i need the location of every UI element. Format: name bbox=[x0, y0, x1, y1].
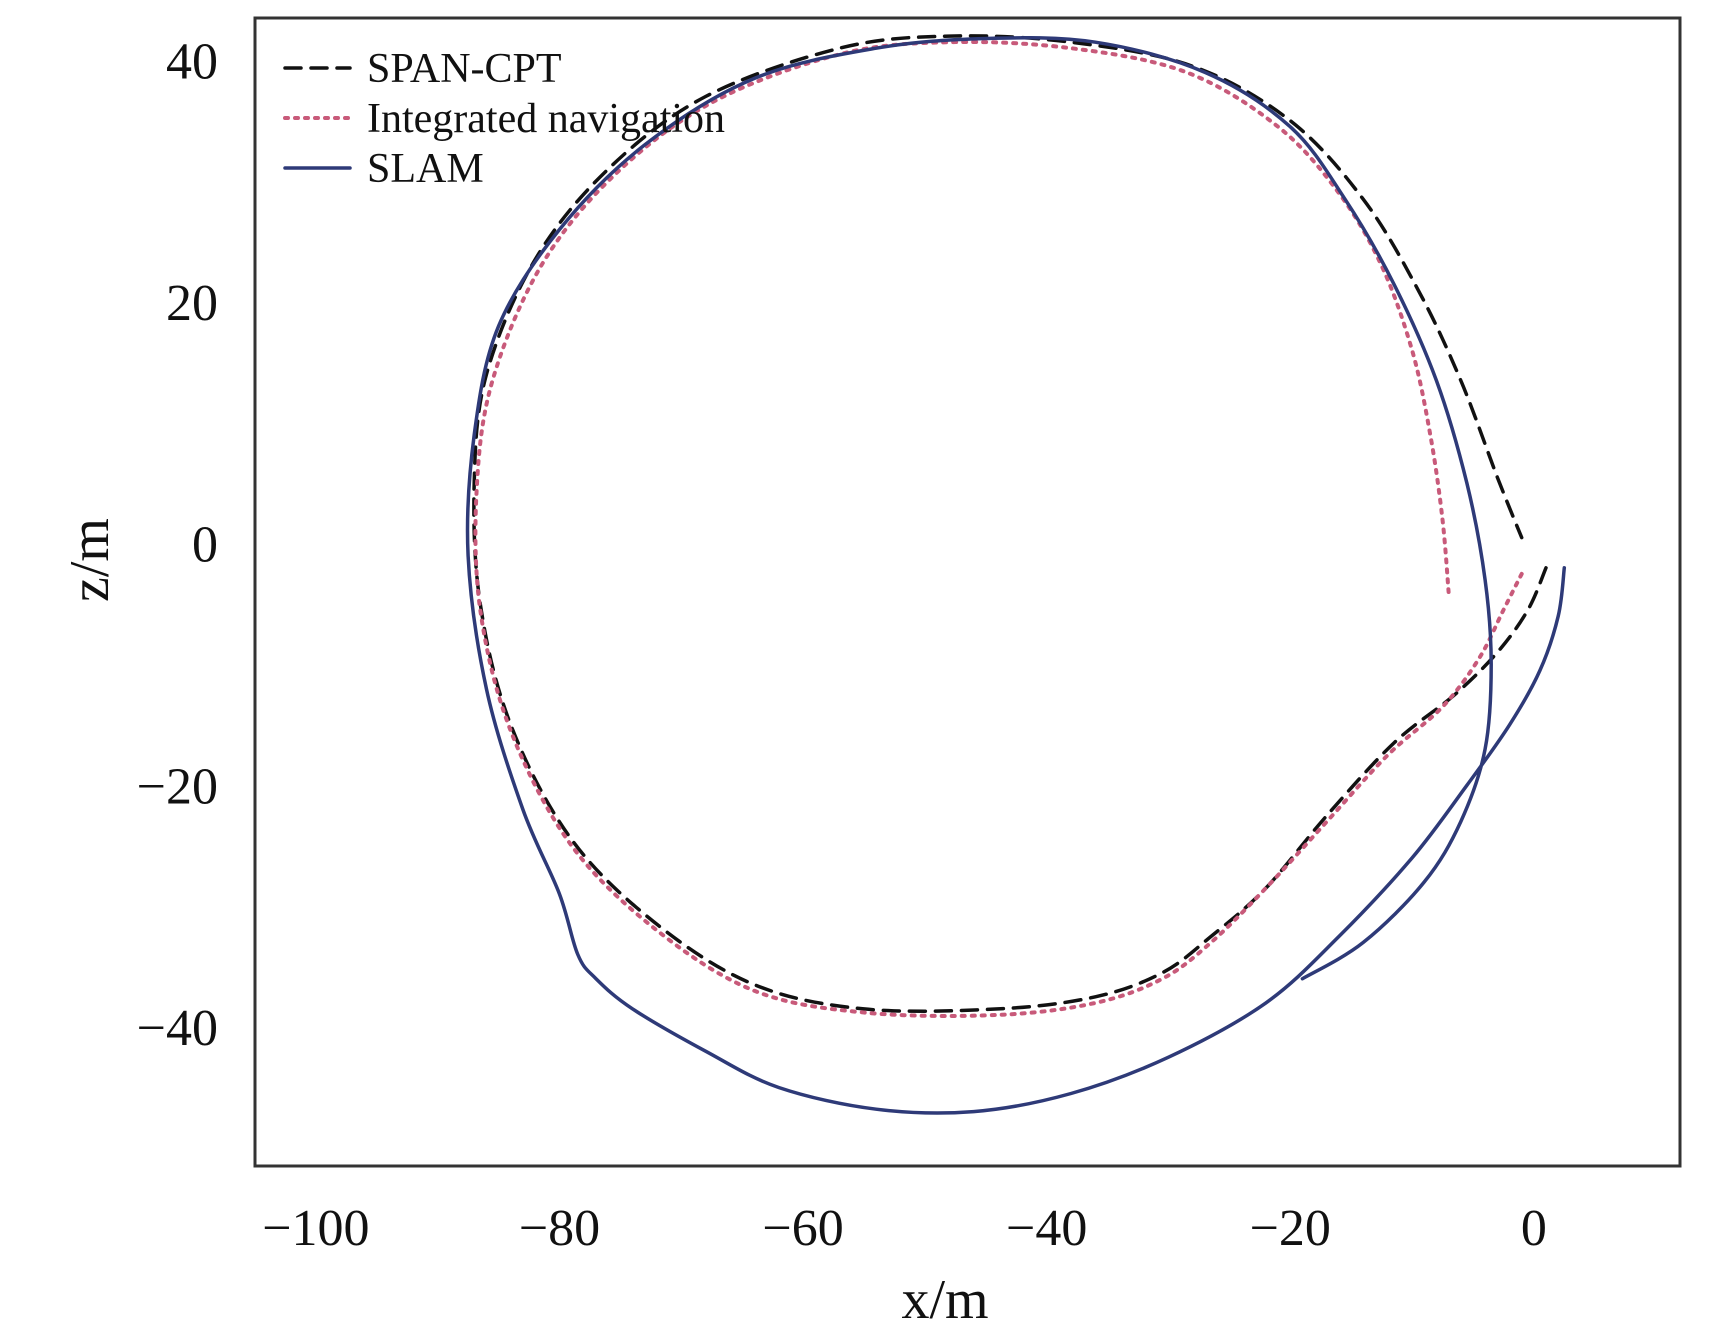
legend-label-1: SPAN-CPT bbox=[367, 46, 562, 92]
x-axis-ticks: −100 −80 −60 −40 −20 0 bbox=[262, 1200, 1547, 1257]
x-axis-label: x/m bbox=[901, 1269, 988, 1330]
x-tick-label: −20 bbox=[1250, 1200, 1331, 1257]
legend-label-3: SLAM bbox=[367, 146, 484, 192]
x-tick-label: 0 bbox=[1521, 1200, 1547, 1257]
x-tick-label: −40 bbox=[1006, 1200, 1087, 1257]
y-tick-label: 40 bbox=[166, 33, 218, 90]
legend-label-2: Integrated navigation bbox=[367, 96, 725, 142]
y-tick-label: −40 bbox=[137, 1000, 218, 1057]
series-line-1 bbox=[472, 34, 1548, 1013]
y-axis-ticks: 40 20 0 −20 −40 bbox=[137, 33, 218, 1057]
y-tick-label: 20 bbox=[166, 275, 218, 332]
x-tick-label: −80 bbox=[519, 1200, 600, 1257]
y-tick-label: −20 bbox=[137, 758, 218, 815]
x-tick-label: −100 bbox=[262, 1200, 369, 1257]
y-tick-label: 0 bbox=[192, 517, 218, 574]
series-line-2 bbox=[473, 39, 1524, 1018]
series-line-3 bbox=[465, 35, 1567, 1115]
series-layer bbox=[465, 34, 1567, 1115]
plot-frame bbox=[253, 16, 1682, 1168]
x-tick-label: −60 bbox=[762, 1200, 843, 1257]
y-axis-label: z/m bbox=[59, 518, 121, 602]
